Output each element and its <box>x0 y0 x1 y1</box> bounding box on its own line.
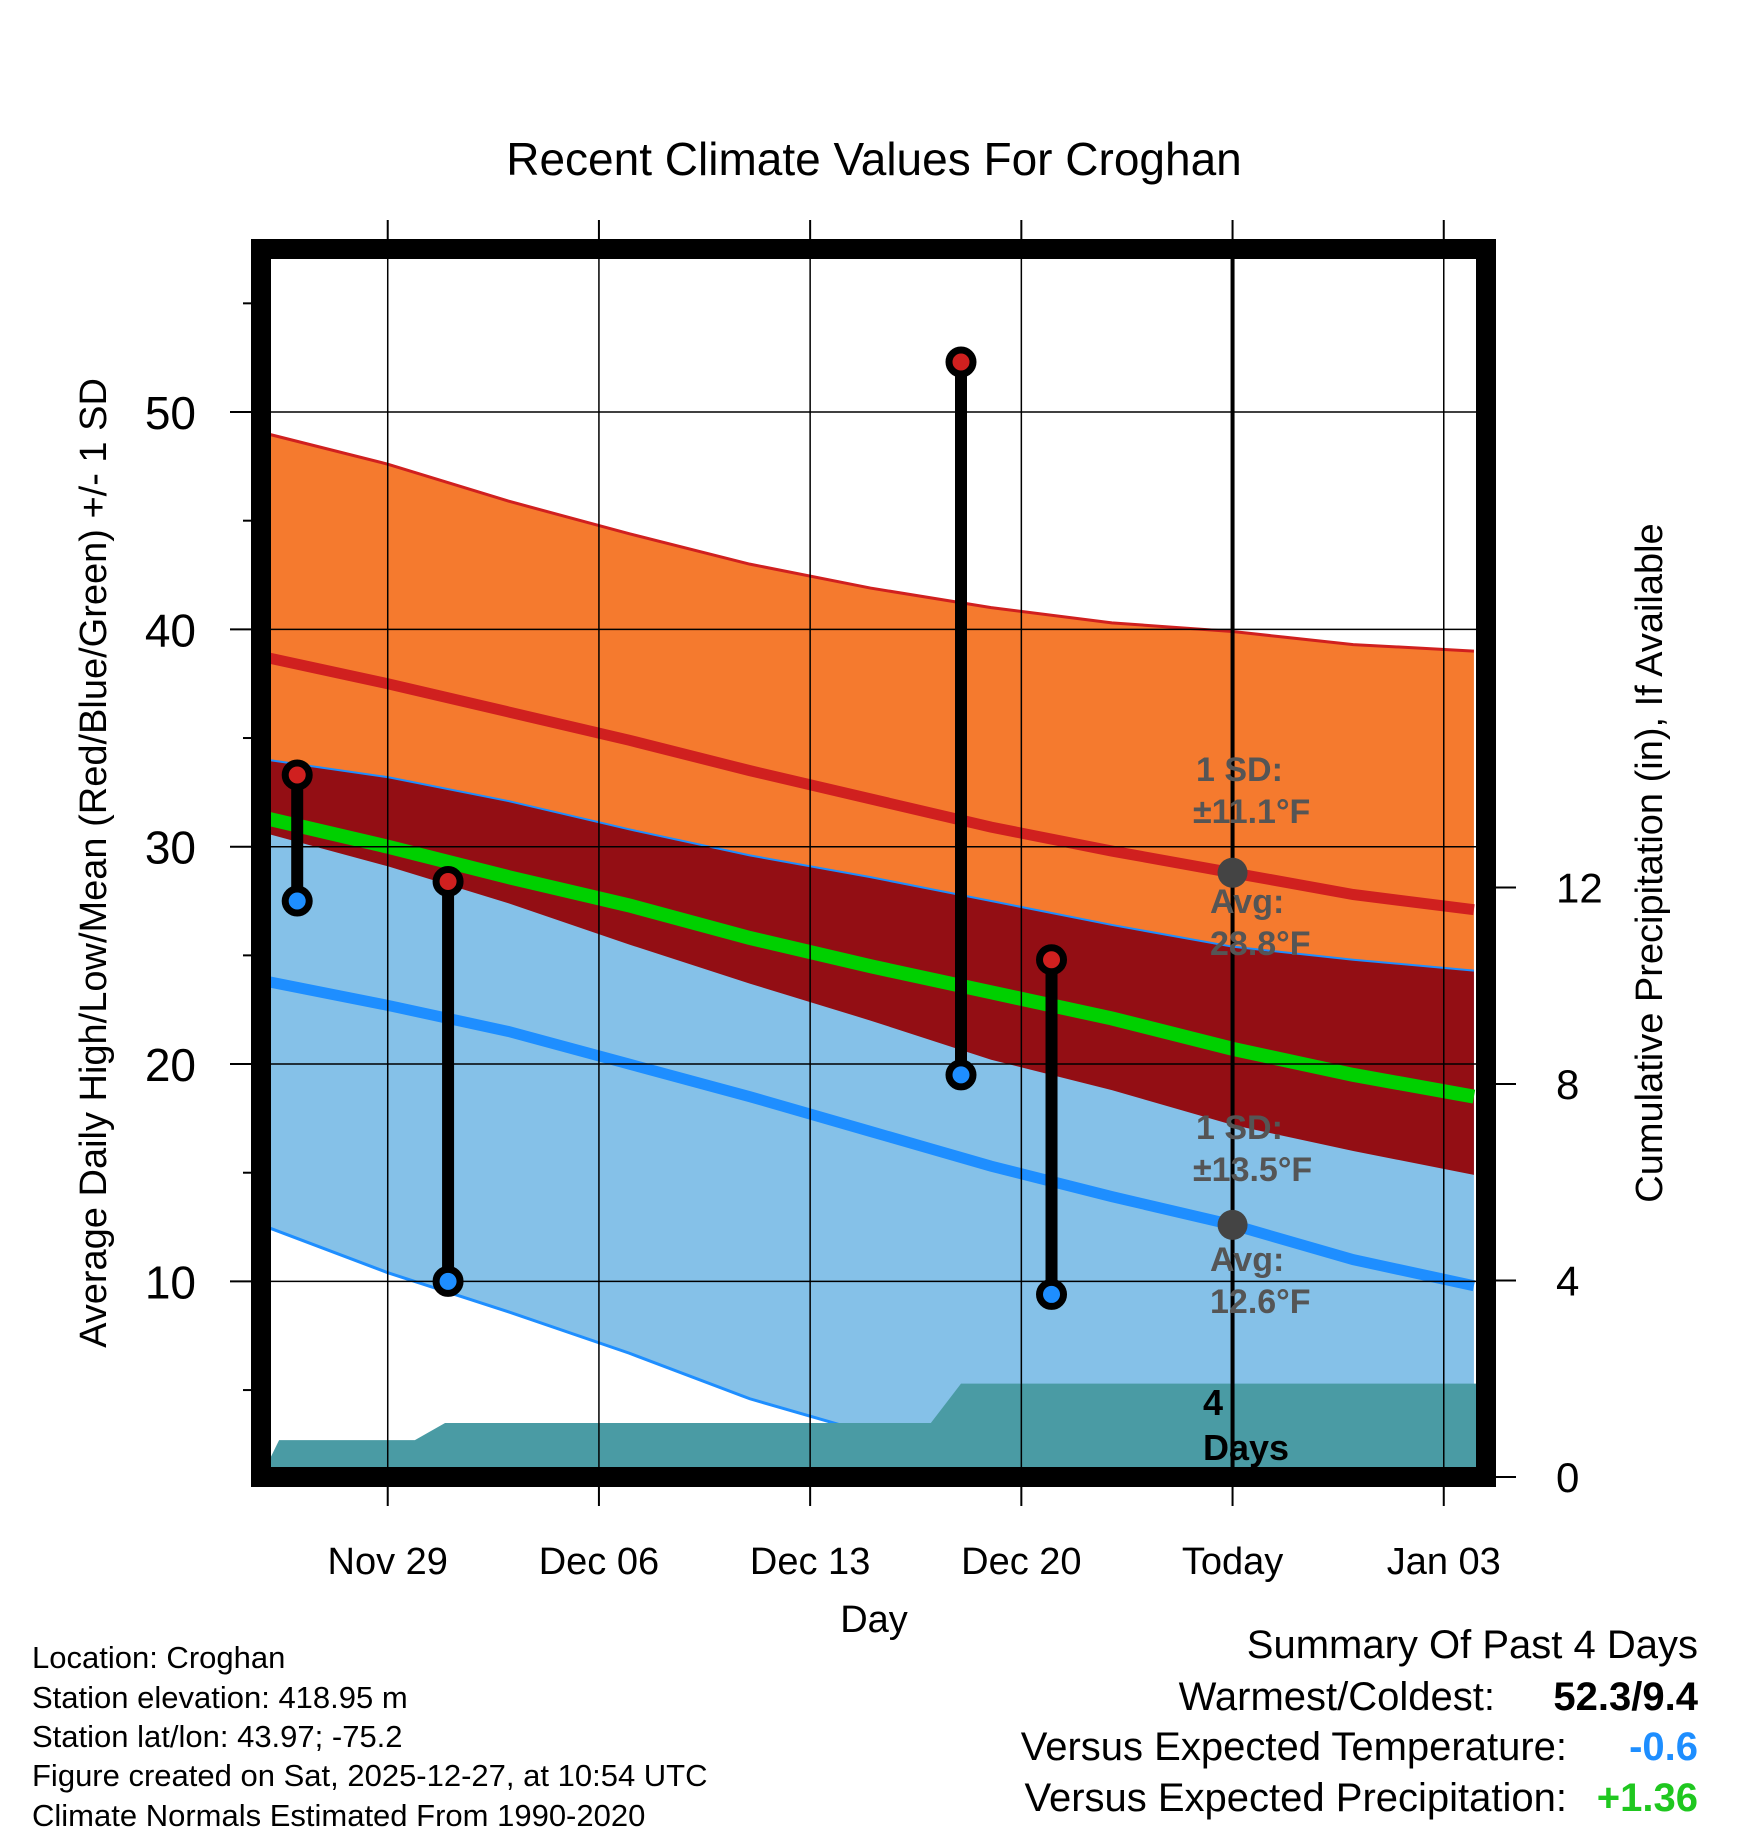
obs-low-point <box>432 1265 464 1297</box>
normals-text: Climate Normals Estimated From 1990-2020 <box>32 1798 646 1833</box>
obs-low-point <box>281 885 313 917</box>
warm-cold-label: Warmest/Coldest: <box>1178 1675 1495 1719</box>
y-tick-label: 10 <box>145 1256 196 1308</box>
location-text: Location: Croghan <box>32 1640 286 1675</box>
temp-anomaly-value: -0.6 <box>1629 1725 1698 1769</box>
axes: Nov 29 Dec 06 Dec 13 Dec 20 Today Jan 03 10 20 3… <box>73 220 1671 1641</box>
days-label: Days <box>1203 1427 1289 1468</box>
summary-title: Summary Of Past 4 Days <box>1246 1623 1698 1667</box>
high-mean-line <box>265 652 1475 916</box>
y2-axis-label: Cumulative Precipitation (in), If Availa… <box>1629 523 1671 1202</box>
low-sd-label: 1 SD: <box>1196 1109 1283 1147</box>
low-avg-label: Avg: <box>1210 1241 1284 1279</box>
obs-low-point <box>945 1059 977 1091</box>
y-tick-label: 40 <box>145 604 196 656</box>
days-count: 4 <box>1203 1382 1223 1423</box>
x-tick-label: Today <box>1182 1541 1283 1583</box>
temp-label: Versus Expected Temperature: <box>1020 1725 1567 1769</box>
plot-area <box>261 432 1486 1477</box>
low-plus-sd-line <box>266 758 1475 972</box>
precip-label: Versus Expected Precipitation: <box>1024 1776 1567 1820</box>
chart-title: Recent Climate Values For Croghan <box>506 133 1241 185</box>
high-avg-label: Avg: <box>1210 883 1284 921</box>
x-axis-label: Day <box>840 1599 908 1641</box>
latlon-text: Station lat/lon: 43.97; -75.2 <box>32 1719 403 1754</box>
y2-tick-label: 12 <box>1556 865 1603 912</box>
x-tick-label: Dec 06 <box>539 1541 659 1583</box>
obs-high-point <box>945 346 977 378</box>
x-tick-label: Dec 13 <box>750 1541 870 1583</box>
y2-tick-label: 4 <box>1556 1258 1579 1305</box>
high-sd-label: 1 SD: <box>1196 751 1283 789</box>
precip-anomaly-value: +1.36 <box>1596 1776 1698 1820</box>
annotations: 1 SD: ±11.1°F Avg: 28.8°F 1 SD: ±13.5°F Avg: 12… <box>1193 751 1312 1468</box>
y-tick-label: 20 <box>145 1039 196 1091</box>
y-tick-label: 50 <box>145 387 196 439</box>
y2-tick-label: 0 <box>1556 1454 1579 1501</box>
x-tick-label: Jan 03 <box>1387 1541 1501 1583</box>
elevation-text: Station elevation: 418.95 m <box>32 1680 408 1715</box>
obs-high-point <box>1036 944 1068 976</box>
y2-tick-label: 8 <box>1556 1061 1579 1108</box>
x-tick-label: Nov 29 <box>328 1541 448 1583</box>
created-text: Figure created on Sat, 2025-12-27, at 10… <box>32 1758 708 1793</box>
low-mean-line <box>265 976 1476 1292</box>
y-axis-label: Average Daily High/Low/Mean (Red/Blue/Gr… <box>73 378 115 1348</box>
high-avg-marker <box>1217 857 1248 888</box>
high-plus-sd-line <box>266 432 1475 653</box>
low-avg-marker <box>1217 1209 1248 1240</box>
obs-high-point <box>432 865 464 897</box>
precip-area <box>261 1383 1486 1477</box>
observations <box>281 346 1068 1310</box>
low-sd-value: ±13.5°F <box>1193 1151 1312 1189</box>
obs-high-point <box>281 759 313 791</box>
plot-frame <box>251 239 1496 1487</box>
y-tick-label: 30 <box>145 822 196 874</box>
mean-temp-line <box>265 811 1476 1104</box>
x-tick-label: Dec 20 <box>961 1541 1081 1583</box>
obs-low-point <box>1036 1278 1068 1310</box>
high-sd-value: ±11.1°F <box>1193 793 1310 831</box>
warm-cold-value: 52.3/9.4 <box>1553 1675 1698 1719</box>
high-avg-value: 28.8°F <box>1210 925 1311 963</box>
low-avg-value: 12.6°F <box>1210 1283 1311 1321</box>
